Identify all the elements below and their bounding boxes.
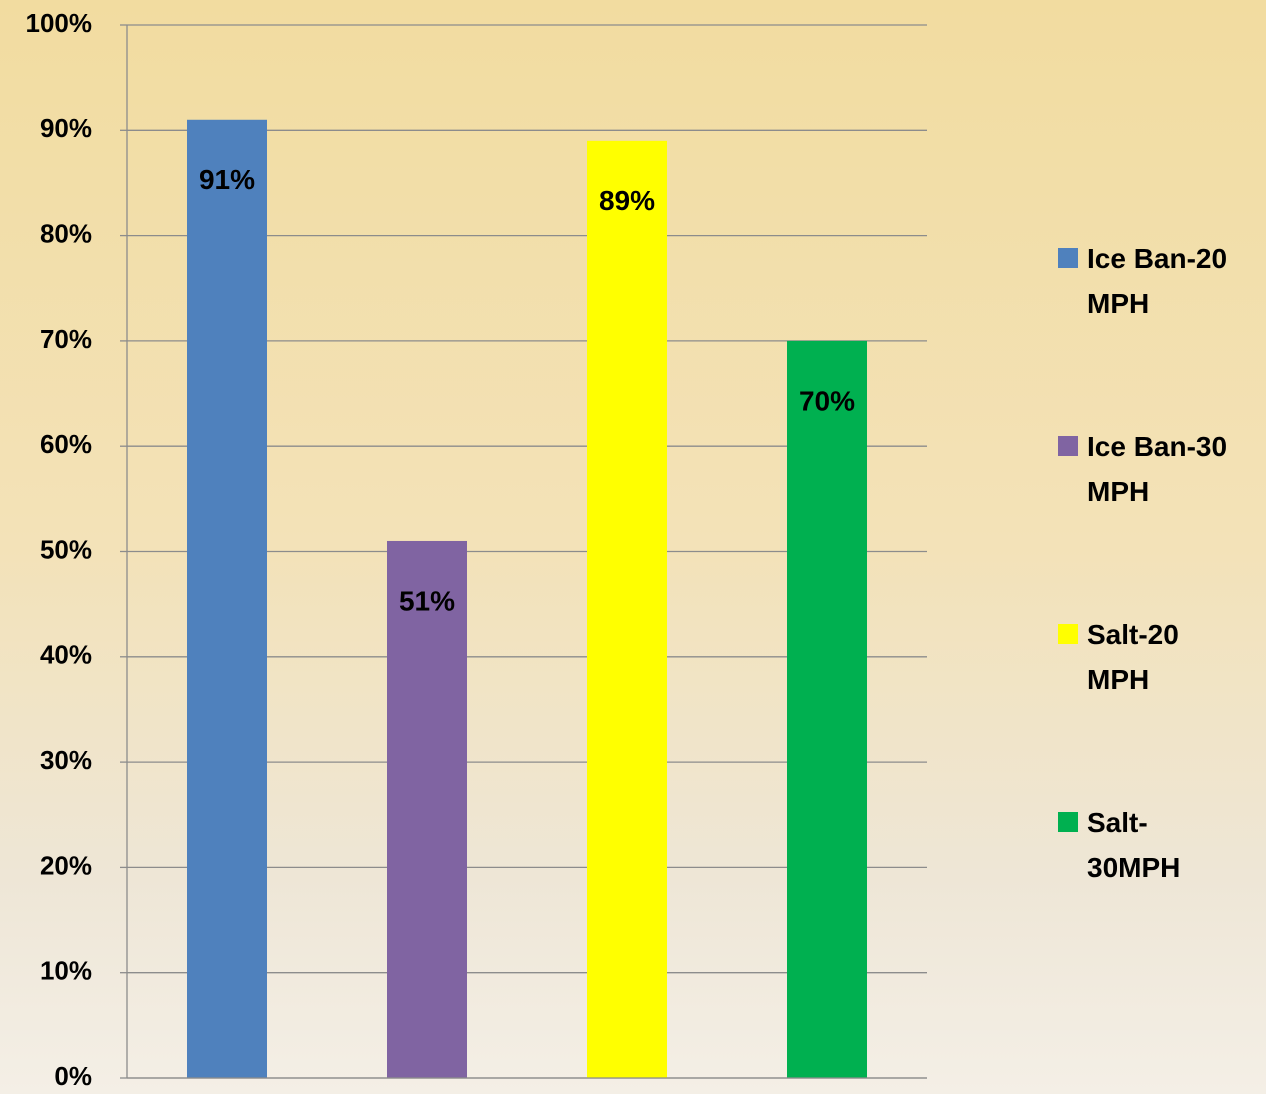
y-tick-label: 30% bbox=[40, 745, 92, 775]
y-tick-label: 70% bbox=[40, 324, 92, 354]
y-tick-label: 90% bbox=[40, 113, 92, 143]
legend-label: Salt-30MPH bbox=[1087, 807, 1181, 883]
y-tick-label: 20% bbox=[40, 850, 92, 880]
legend-swatch bbox=[1058, 624, 1078, 644]
legend-swatch bbox=[1058, 812, 1078, 832]
bar bbox=[587, 140, 667, 1078]
data-label: 89% bbox=[599, 185, 655, 216]
data-label: 91% bbox=[199, 164, 255, 195]
data-label: 70% bbox=[799, 385, 855, 416]
legend-label: Ice Ban-30 MPH bbox=[1087, 431, 1228, 507]
legend-label: Salt-20 MPH bbox=[1087, 619, 1179, 695]
y-tick-label: 50% bbox=[40, 534, 92, 564]
data-label: 51% bbox=[399, 585, 455, 616]
y-tick-label: 80% bbox=[40, 218, 92, 248]
legend-item: Salt-20 MPH bbox=[1058, 612, 1237, 702]
y-tick-label: 40% bbox=[40, 640, 92, 670]
bar bbox=[387, 540, 467, 1078]
legend-item: Ice Ban-20 MPH bbox=[1058, 236, 1237, 326]
bar bbox=[787, 340, 867, 1078]
y-tick-label: 100% bbox=[26, 8, 93, 38]
y-tick-label: 10% bbox=[40, 956, 92, 986]
bar bbox=[187, 119, 267, 1078]
legend-label: Ice Ban-20 MPH bbox=[1087, 243, 1228, 319]
legend-item: Ice Ban-30 MPH bbox=[1058, 424, 1237, 514]
y-tick-label: 60% bbox=[40, 429, 92, 459]
legend-swatch bbox=[1058, 436, 1078, 456]
legend-item: Salt-30MPH bbox=[1058, 800, 1237, 890]
legend-swatch bbox=[1058, 248, 1078, 268]
y-tick-label: 0% bbox=[54, 1061, 92, 1091]
